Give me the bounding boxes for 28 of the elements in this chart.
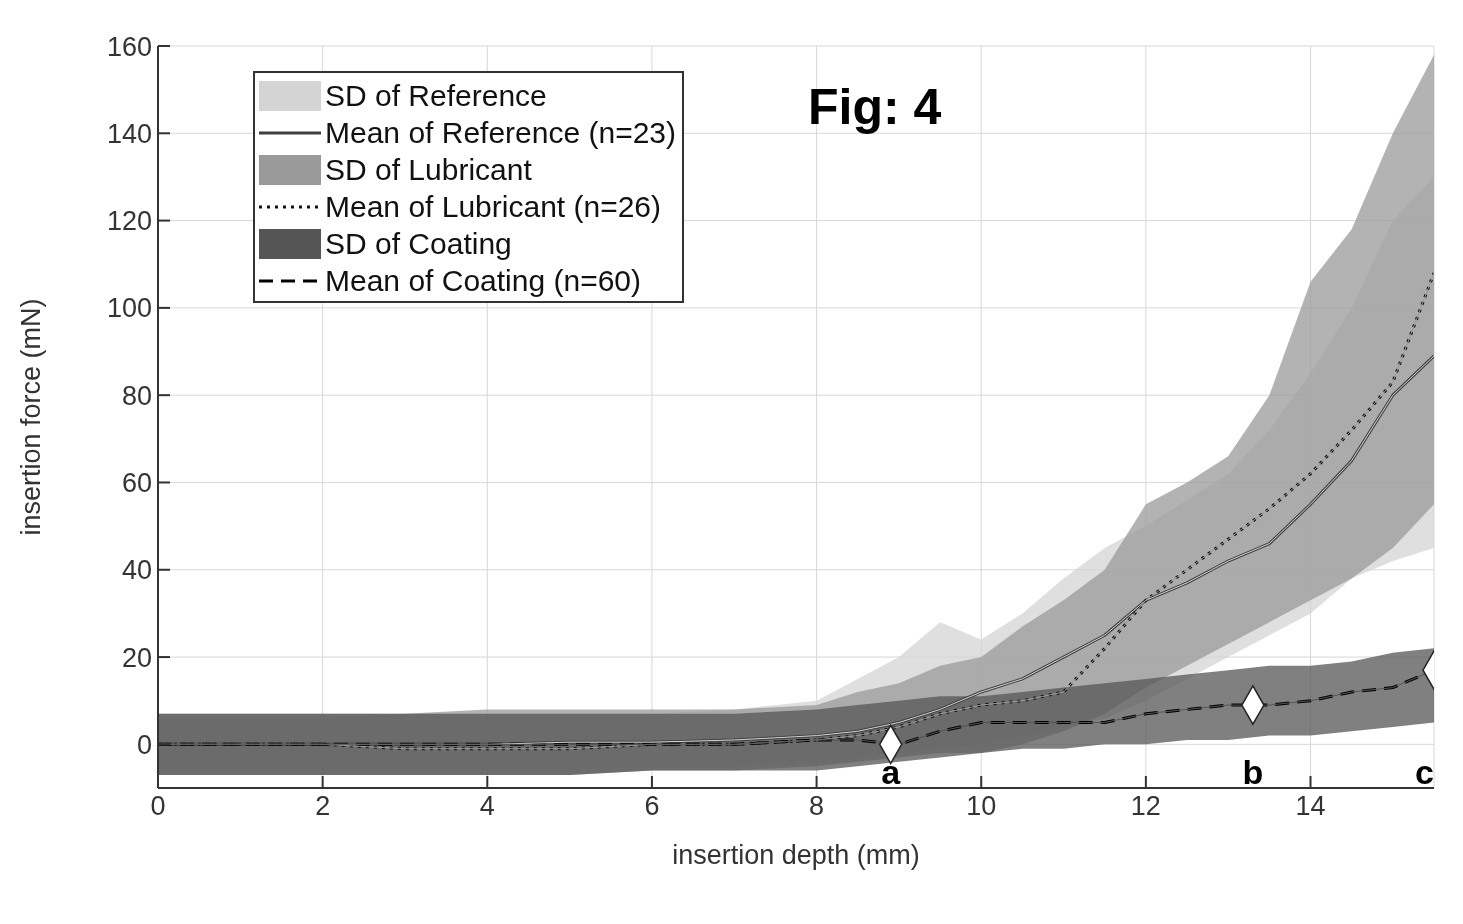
- y-tick-label: 140: [106, 118, 152, 149]
- annotation: b: [1242, 753, 1264, 791]
- y-tick-label: 100: [106, 293, 152, 324]
- x-tick-label: 8: [809, 791, 825, 822]
- y-tick-label: 120: [106, 206, 152, 237]
- legend-label: Mean of Coating (n=60): [325, 263, 642, 298]
- legend-label: SD of Coating: [325, 226, 512, 261]
- y-tick-label: 0: [136, 729, 152, 760]
- legend-label: Mean of Lubricant (n=26): [325, 189, 662, 224]
- x-tick-label: 12: [1130, 791, 1161, 822]
- legend-label: SD of Reference: [325, 78, 547, 113]
- y-axis-title: insertion force (mN): [15, 298, 46, 536]
- y-tick-label: 20: [121, 642, 152, 673]
- annotation: a: [881, 753, 902, 791]
- annotation: c: [1415, 753, 1434, 791]
- x-tick-label: 6: [644, 791, 660, 822]
- x-tick-label: 14: [1295, 791, 1326, 822]
- legend-label: Mean of Reference (n=23): [325, 115, 677, 150]
- y-tick-label: 160: [106, 31, 152, 62]
- x-tick-label: 2: [315, 791, 331, 822]
- y-tick-label: 80: [121, 380, 152, 411]
- y-tick-label: 60: [121, 468, 152, 499]
- x-axis-title: insertion depth (mm): [672, 840, 920, 870]
- x-tick-label: 10: [966, 791, 997, 822]
- x-tick-label: 4: [479, 791, 495, 822]
- y-tick-label: 40: [121, 555, 152, 586]
- legend-label: SD of Lubricant: [325, 152, 532, 187]
- text: Fig: 4: [808, 78, 942, 136]
